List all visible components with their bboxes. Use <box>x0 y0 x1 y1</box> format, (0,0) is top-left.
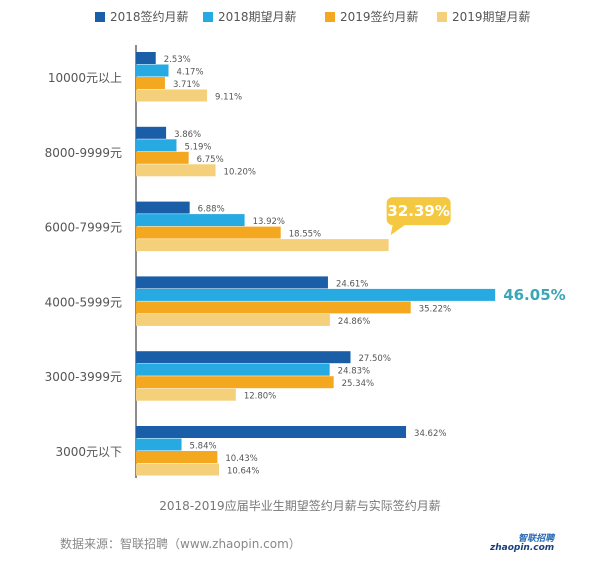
data-label: 18.55% <box>289 230 321 240</box>
bar <box>136 363 330 376</box>
bar <box>136 288 496 301</box>
category-label: 4000-5999元 <box>45 295 122 309</box>
data-label: 2.53% <box>164 55 191 65</box>
category-label: 3000元以下 <box>55 445 122 459</box>
highlight-label: 46.05% <box>503 286 565 304</box>
legend-label: 2019期望月薪 <box>452 10 531 24</box>
highlight-label: 32.39% <box>387 202 449 220</box>
bar <box>136 201 190 214</box>
data-label: 4.17% <box>177 68 204 78</box>
bar <box>136 463 219 476</box>
bar <box>136 351 351 364</box>
bar <box>136 89 208 102</box>
data-label: 12.80% <box>244 392 276 402</box>
data-label: 10.43% <box>225 454 257 464</box>
bar <box>136 376 334 389</box>
legend-label: 2018期望月薪 <box>218 10 297 24</box>
bar <box>136 139 177 152</box>
bar <box>136 451 218 463</box>
data-label: 35.22% <box>419 304 451 314</box>
legend-swatch <box>325 12 335 22</box>
bar <box>136 164 216 177</box>
bar <box>136 151 189 164</box>
chart-title: 2018-2019应届毕业生期望签约月薪与实际签约月薪 <box>159 499 441 513</box>
bar-chart: 2018签约月薪 2018期望月薪 2019签约月薪 2019期望月薪 10000元以上… <box>45 9 566 478</box>
data-label: 5.84% <box>190 442 217 452</box>
bar <box>136 126 167 139</box>
bar <box>136 77 165 89</box>
data-label: 5.19% <box>184 142 211 152</box>
data-label: 6.88% <box>198 205 225 215</box>
bar <box>136 214 245 227</box>
legend-swatch <box>437 12 447 22</box>
data-label: 3.71% <box>173 80 200 90</box>
data-label: 10.20% <box>224 167 256 177</box>
callout-bubble <box>386 197 451 236</box>
bar <box>136 52 156 64</box>
bar <box>136 226 281 239</box>
category-label: 3000-3999元 <box>45 370 122 384</box>
data-label: 9.11% <box>215 93 242 103</box>
data-label: 34.62% <box>414 429 446 439</box>
source-note: 数据来源：智联招聘（www.zhaopin.com） <box>60 537 301 551</box>
zhaopin-logo: 智联招聘 zhaopin.com <box>490 534 555 553</box>
data-label: 25.34% <box>342 379 374 389</box>
data-label: 10.64% <box>227 467 259 477</box>
data-label: 24.86% <box>338 317 370 327</box>
data-label: 24.61% <box>336 279 368 289</box>
category-label: 10000元以上 <box>48 71 122 85</box>
bar <box>136 301 411 314</box>
legend-swatch <box>203 12 213 22</box>
legend-label: 2018签约月薪 <box>110 9 189 24</box>
data-label: 6.75% <box>197 155 224 165</box>
bar <box>136 313 330 326</box>
category-label: 8000-9999元 <box>45 146 122 160</box>
data-label: 27.50% <box>359 354 391 364</box>
bar <box>136 239 389 252</box>
bar <box>136 276 328 289</box>
data-label: 24.83% <box>338 367 370 377</box>
bar <box>136 64 169 77</box>
data-label: 3.86% <box>174 130 201 140</box>
bar <box>136 426 407 438</box>
legend-label: 2019签约月薪 <box>340 9 419 24</box>
category-label: 6000-7999元 <box>45 221 122 235</box>
bar <box>136 388 236 401</box>
legend-swatch <box>95 12 105 22</box>
data-label: 13.92% <box>253 217 285 227</box>
bar <box>136 438 182 451</box>
